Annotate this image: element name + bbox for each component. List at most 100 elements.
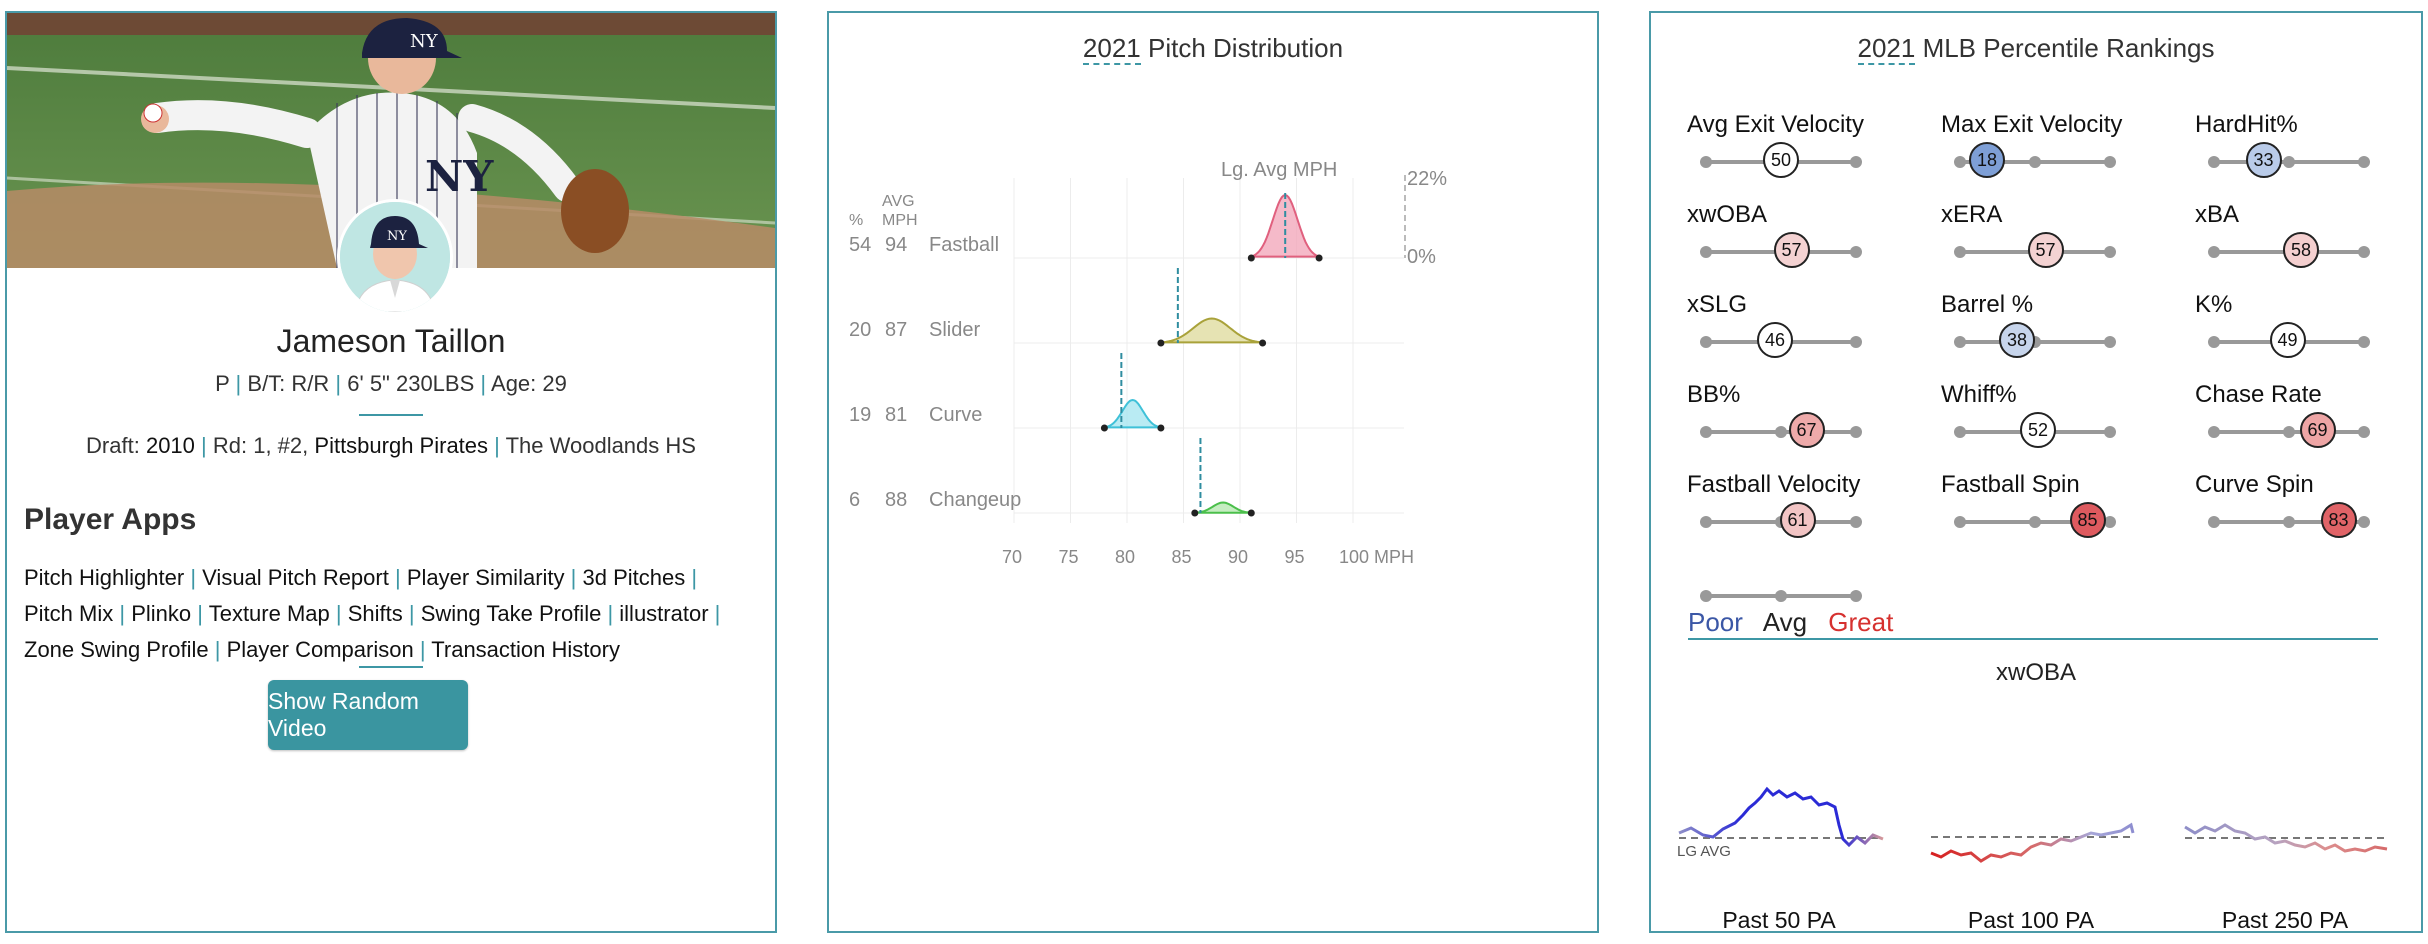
metric-percentile-bubble: 52	[2020, 412, 2056, 448]
x-tick-label: 85	[1172, 547, 1192, 567]
curve-endpoint	[1191, 509, 1199, 517]
column-header-mph: MPH	[882, 212, 918, 229]
app-link-zone-swing-profile[interactable]: Zone Swing Profile	[24, 637, 209, 662]
x-tick-label: 75	[1059, 547, 1079, 567]
draft-year: 2010	[145, 433, 195, 458]
curve-endpoint	[1157, 424, 1165, 432]
legend-dot-avg	[1775, 590, 1787, 602]
percentile-rankings-panel: 2021 MLB Percentile Rankings Avg Exit Ve…	[1649, 11, 2423, 933]
app-link-player-similarity[interactable]: Player Similarity	[406, 565, 565, 590]
rolling-line-250	[2184, 823, 2388, 853]
x-tick-label: 70	[1002, 547, 1022, 567]
curve-endpoint	[1259, 339, 1267, 347]
metric-percentile-bubble: 58	[2283, 232, 2319, 268]
metric-track-dot	[1850, 156, 1862, 168]
title-text: MLB Percentile Rankings	[1915, 33, 2215, 63]
separator: |	[214, 637, 221, 662]
pitch-avg-mph: 88	[885, 489, 907, 511]
separator: |	[419, 637, 426, 662]
svg-text:NY: NY	[425, 152, 494, 201]
app-link-pitch-mix[interactable]: Pitch Mix	[24, 601, 114, 626]
metric-percentile-bubble: 50	[1763, 142, 1799, 178]
metric-track-dot	[2029, 156, 2041, 168]
metric-xba: xBA 58	[2195, 201, 2421, 281]
metric-track-dot	[2358, 246, 2370, 258]
school: The Woodlands HS	[505, 433, 696, 458]
app-link-player-comparison[interactable]: Player Comparison	[226, 637, 414, 662]
separator: |	[408, 601, 415, 626]
density-scale-top: 22%	[1407, 168, 1447, 190]
app-link-pitch-highlighter[interactable]: Pitch Highlighter	[24, 565, 185, 590]
metric-track-dot	[1954, 426, 1966, 438]
separator: |	[714, 601, 721, 626]
x-tick-label: 80	[1115, 547, 1135, 567]
metric-percentile-bubble: 69	[2299, 412, 2336, 448]
app-link-plinko[interactable]: Plinko	[131, 601, 192, 626]
metric-track-dot	[1850, 336, 1862, 348]
separator: |	[201, 433, 207, 458]
metric-xslg: xSLG 46	[1687, 291, 1927, 371]
metric-track-dot	[2208, 246, 2220, 258]
metric-max-exit-velocity: Max Exit Velocity 18	[1941, 111, 2181, 191]
lg-avg-mph-label: Lg. Avg MPH	[1221, 159, 1337, 181]
metric-percentile-bubble: 46	[1757, 322, 1793, 358]
metric-avg-exit-velocity: Avg Exit Velocity 50	[1687, 111, 1927, 191]
metric-track-dot	[2029, 516, 2041, 528]
metric-track-dot	[1700, 426, 1712, 438]
separator: |	[480, 371, 487, 396]
app-link-visual-pitch-report[interactable]: Visual Pitch Report	[202, 565, 389, 590]
metric-percentile-bubble: 67	[1788, 412, 1825, 448]
metric-percentile-bubble: 85	[2069, 502, 2106, 538]
x-tick-label: 100 MPH	[1339, 547, 1414, 567]
pitch-distribution-chart: % AVG MPH Lg. Avg MPH 22% 0% 70 75 80 85 90 95 100 M…	[849, 159, 1447, 567]
curve-endpoint	[1247, 509, 1255, 517]
divider	[359, 666, 423, 668]
metric-track-dot	[2358, 156, 2370, 168]
player-card: NY NY NY Jameson Taillon P | B/T: R/R | …	[5, 11, 777, 933]
metric-label: Chase Rate	[2195, 381, 2322, 408]
pitch-usage-pct: 6	[849, 489, 860, 511]
legend-poor: Poor	[1688, 607, 1743, 637]
metric-xera: xERA 57	[1941, 201, 2181, 281]
metric-track-dot	[2283, 516, 2295, 528]
rolling-xwoba-charts: LG AVG	[1677, 786, 2388, 863]
column-header-pct: %	[849, 212, 863, 229]
pitch-distribution-panel: 2021 Pitch Distribution % AVG MPH Lg. Avg M…	[827, 11, 1599, 933]
separator: |	[607, 601, 614, 626]
app-link-transaction-history[interactable]: Transaction History	[431, 637, 620, 662]
player-apps-links: Pitch Highlighter | Visual Pitch Report …	[24, 560, 764, 668]
app-link-texture-map[interactable]: Texture Map	[208, 601, 330, 626]
app-link-swing-take-profile[interactable]: Swing Take Profile	[420, 601, 602, 626]
metric-track-dot	[2358, 336, 2370, 348]
app-link-3d-pitches[interactable]: 3d Pitches	[582, 565, 686, 590]
metric-curve-spin: Curve Spin 83	[2195, 471, 2421, 551]
age: Age: 29	[491, 371, 567, 396]
separator: |	[494, 433, 500, 458]
pitch-density-curve	[1160, 317, 1263, 344]
metric-track-dot	[1700, 336, 1712, 348]
pitch-usage-pct: 19	[849, 404, 871, 426]
separator: |	[190, 565, 197, 590]
separator: |	[394, 565, 401, 590]
app-link-shifts[interactable]: Shifts	[347, 601, 403, 626]
metric-label: Avg Exit Velocity	[1687, 111, 1864, 138]
divider	[1688, 638, 2378, 640]
pitch-density-curve	[1194, 501, 1252, 514]
metric-track-dot	[1850, 426, 1862, 438]
player-name: Jameson Taillon	[276, 323, 506, 359]
pitch-name: Curve	[929, 404, 982, 426]
metric-label: xSLG	[1687, 291, 1748, 318]
curve-endpoint	[1247, 254, 1255, 262]
pitch-name: Fastball	[929, 234, 999, 256]
player-apps-heading: Player Apps	[24, 503, 197, 536]
metric-track-dot	[1850, 516, 1862, 528]
legend-avg: Avg	[1762, 607, 1808, 637]
metric-label: Fastball Velocity	[1687, 471, 1861, 498]
metric-percentile-bubble: 38	[1999, 322, 2035, 358]
pitch-name: Slider	[929, 319, 980, 341]
metric-percentile-bubble: 83	[2320, 502, 2357, 538]
pitch-name: Changeup	[929, 489, 1021, 511]
app-link-illustrator[interactable]: illustrator	[619, 601, 709, 626]
rolling-line-50	[1678, 786, 1884, 848]
show-random-video-button[interactable]: Show Random Video	[268, 680, 468, 750]
